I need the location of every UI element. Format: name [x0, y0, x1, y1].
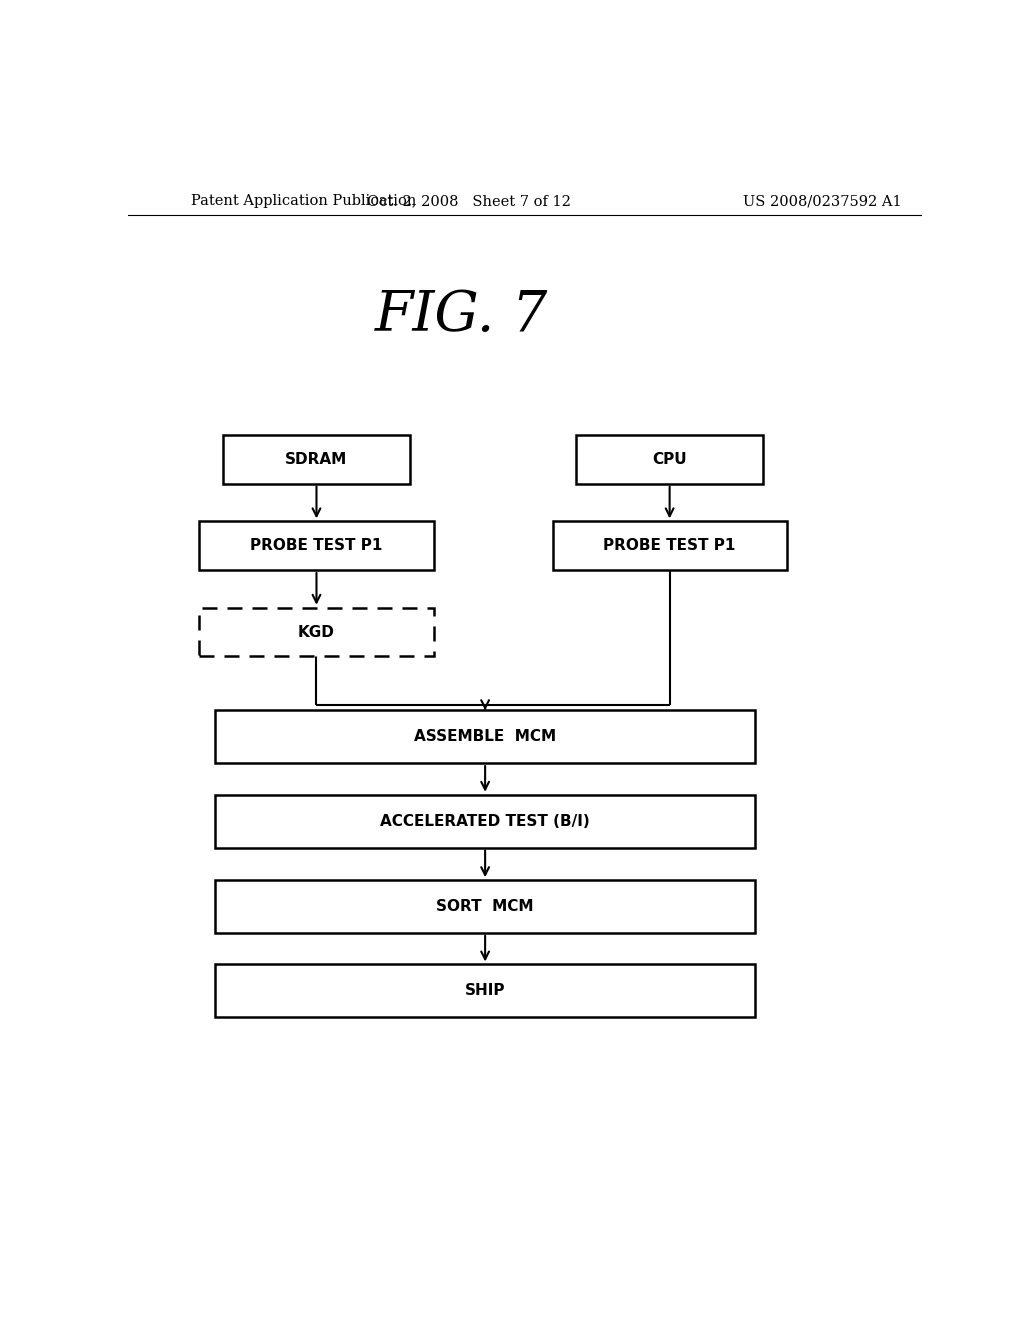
Bar [553, 521, 786, 570]
Text: PROBE TEST P1: PROBE TEST P1 [603, 539, 736, 553]
Text: Oct. 2, 2008   Sheet 7 of 12: Oct. 2, 2008 Sheet 7 of 12 [368, 194, 571, 209]
Text: SDRAM: SDRAM [286, 451, 347, 467]
Text: CPU: CPU [652, 451, 687, 467]
Text: FIG. 7: FIG. 7 [375, 289, 548, 343]
Text: KGD: KGD [298, 624, 335, 640]
Text: SHIP: SHIP [465, 983, 506, 998]
Text: PROBE TEST P1: PROBE TEST P1 [250, 539, 383, 553]
Bar [215, 880, 755, 933]
Bar [200, 607, 433, 656]
Bar [215, 795, 755, 847]
Text: ASSEMBLE  MCM: ASSEMBLE MCM [414, 729, 556, 744]
Text: SORT  MCM: SORT MCM [436, 899, 534, 913]
Bar [577, 434, 763, 483]
Text: ACCELERATED TEST (B/I): ACCELERATED TEST (B/I) [380, 813, 590, 829]
Bar [215, 710, 755, 763]
Bar [215, 965, 755, 1018]
Bar [223, 434, 410, 483]
Bar [200, 521, 433, 570]
Text: Patent Application Publication: Patent Application Publication [191, 194, 417, 209]
Text: US 2008/0237592 A1: US 2008/0237592 A1 [743, 194, 902, 209]
